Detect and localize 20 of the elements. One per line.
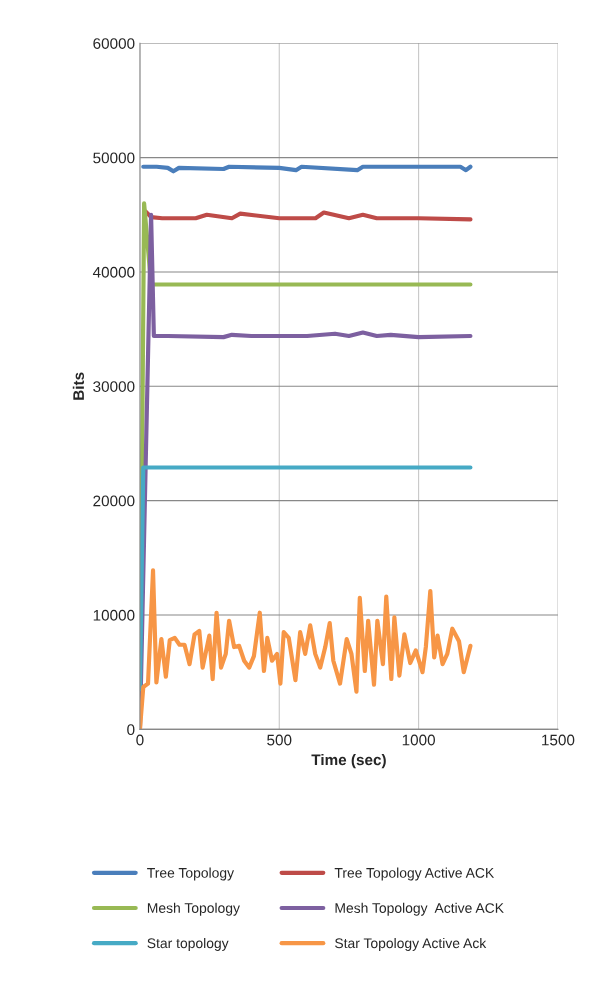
- legend-label: Star Topology Active Ack: [335, 937, 487, 951]
- y-tick-label: 30000: [93, 381, 135, 392]
- y-axis-title: Bits: [72, 372, 85, 400]
- x-axis-title: Time (sec): [311, 754, 386, 769]
- legend-label: Tree Topology Active ACK: [334, 867, 495, 881]
- legend-label: Star topology: [147, 937, 229, 951]
- legend-label: Tree Topology: [147, 867, 235, 881]
- y-tick-label: 20000: [93, 495, 135, 507]
- y-tick-label: 50000: [93, 152, 135, 164]
- y-tick-label: 40000: [92, 266, 135, 278]
- legend-label: Mesh Topology Active ACK: [335, 902, 504, 916]
- y-tick-label: 60000: [93, 38, 135, 49]
- line-series: [139, 568, 473, 730]
- y-tick-label: 10000: [93, 609, 135, 621]
- x-tick-label: 1000: [402, 734, 435, 746]
- x-tick-label: 500: [267, 734, 292, 746]
- y-tick-label: 0: [127, 724, 135, 736]
- x-tick-label: 0: [136, 734, 144, 746]
- legend-label: Mesh Topology: [147, 902, 240, 916]
- x-tick-label: 1500: [542, 734, 575, 746]
